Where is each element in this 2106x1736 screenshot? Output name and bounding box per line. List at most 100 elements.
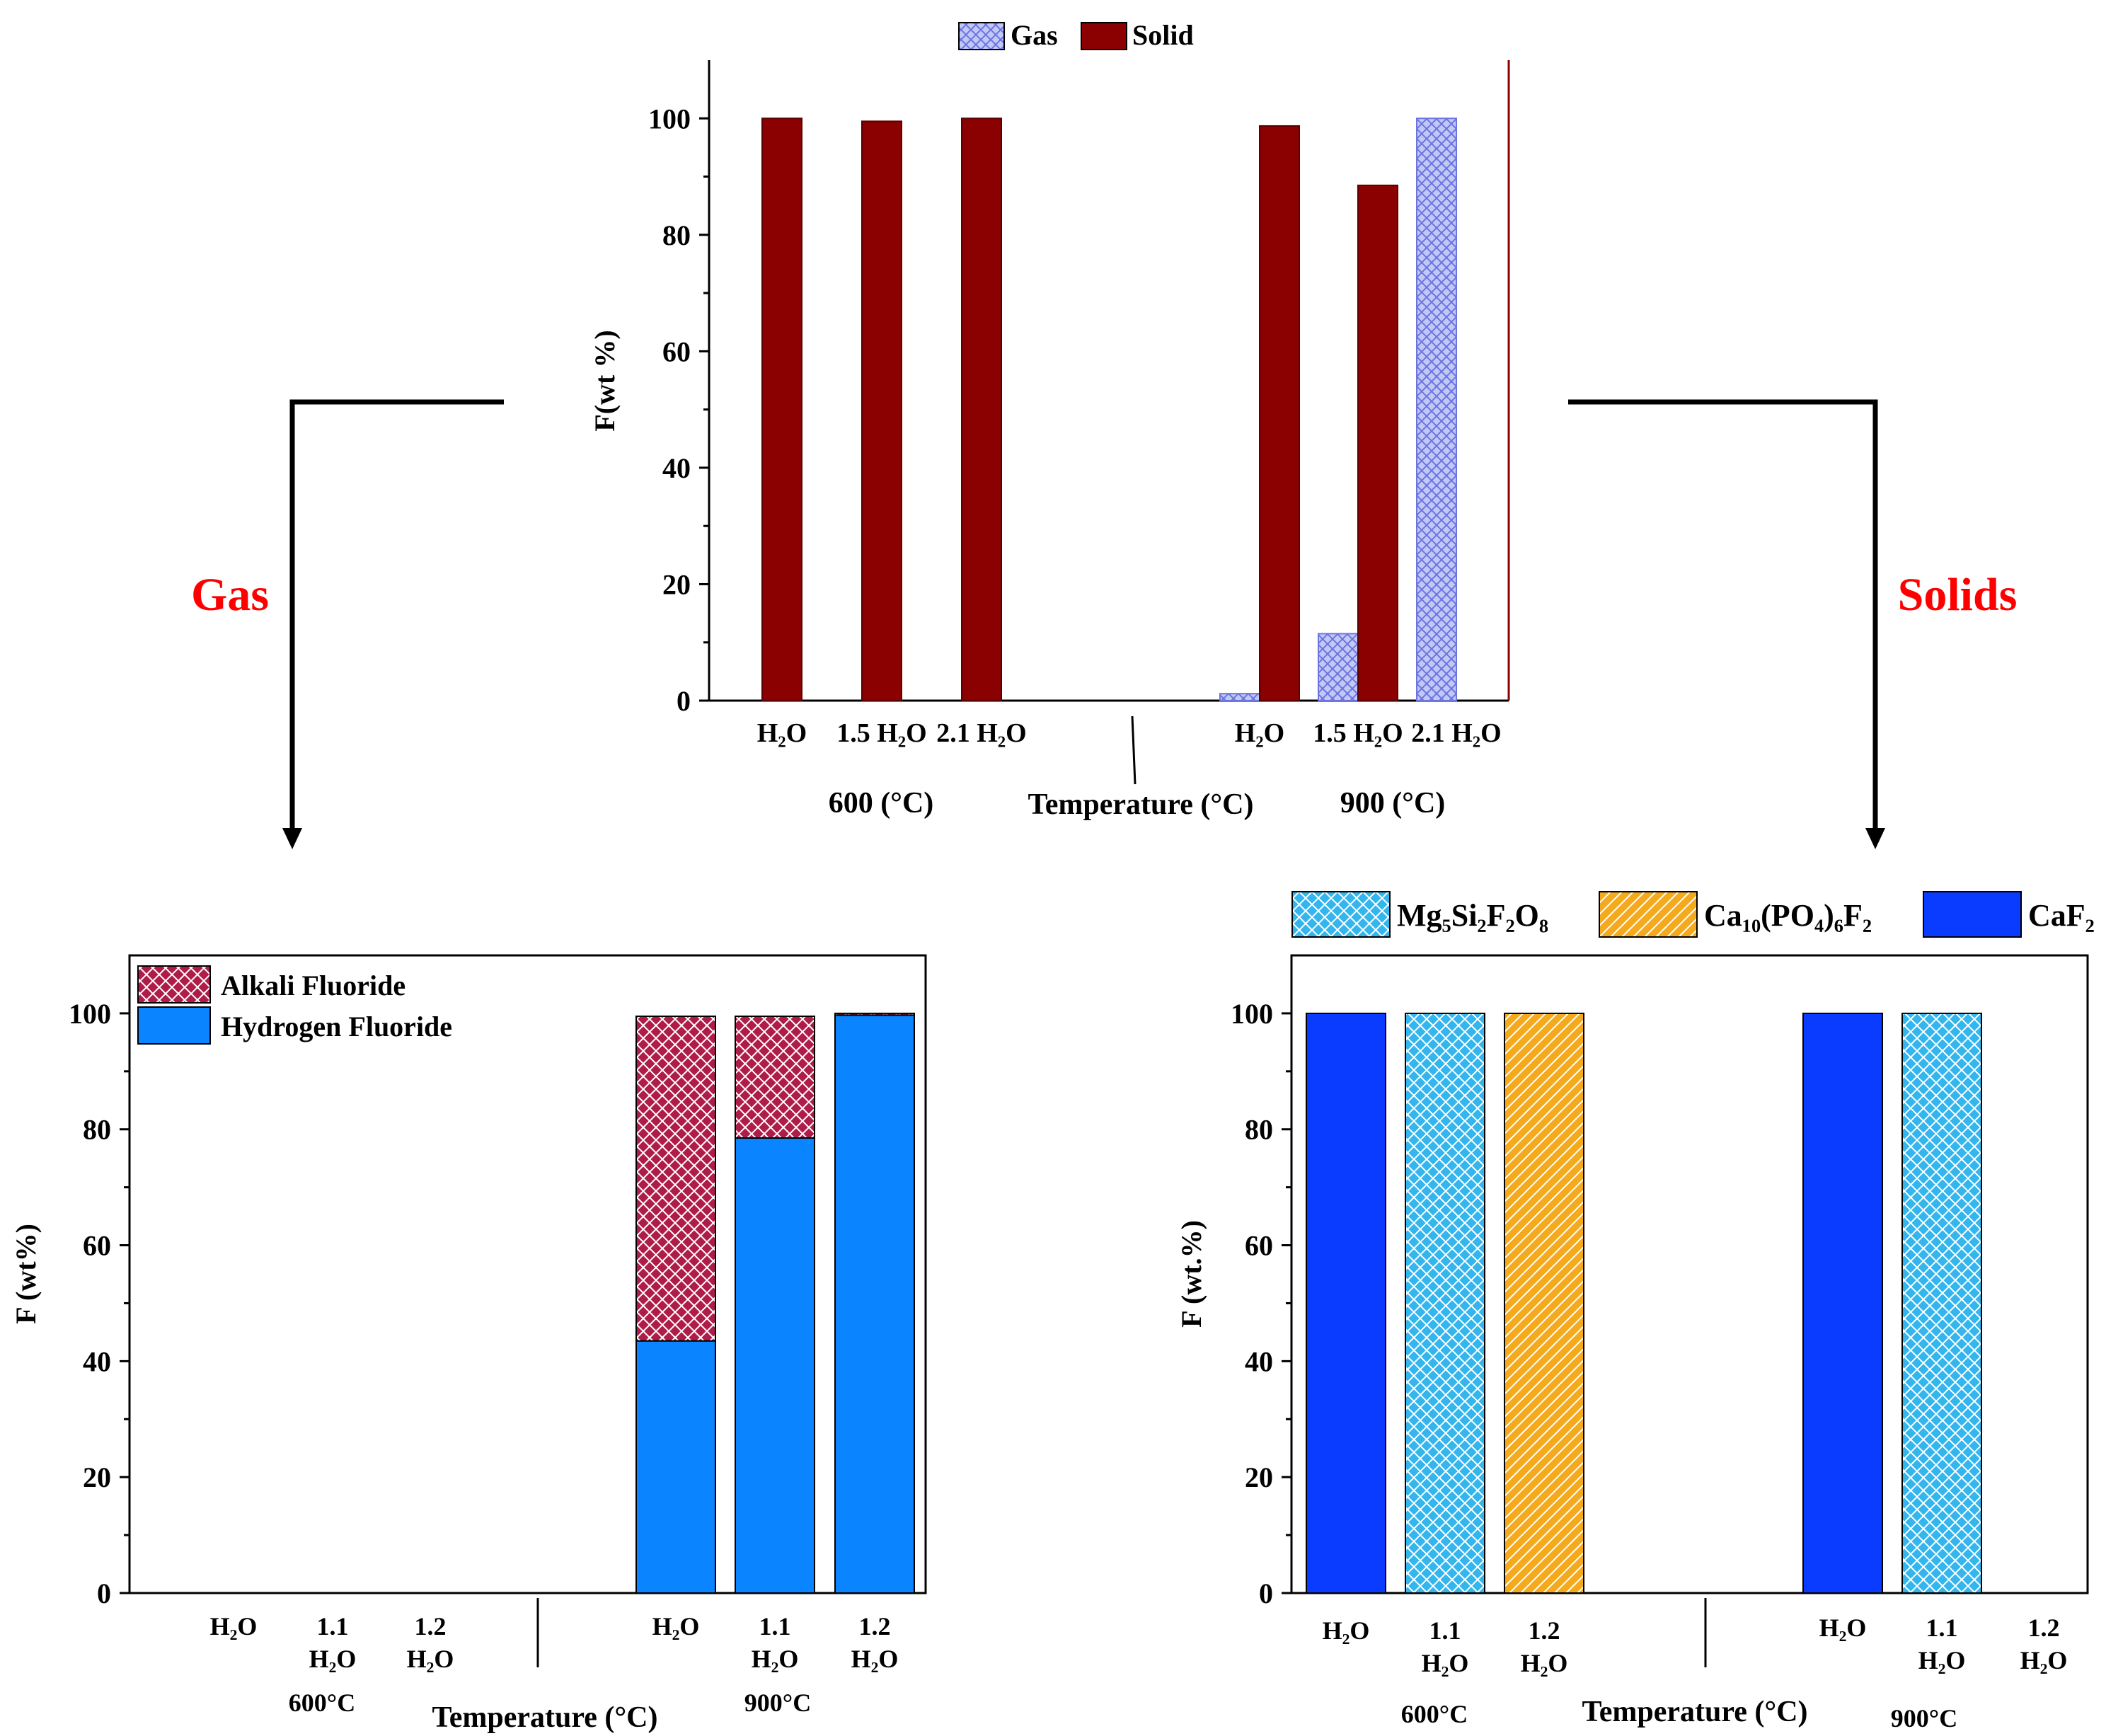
bar-caf2 — [1306, 1012, 1386, 1594]
x-tick-label: H₂O — [407, 1645, 454, 1673]
top-chart: Gas Solid 0 20 40 60 80 100 H₂O 1.5 H₂O 2.1 H₂O… — [589, 19, 1510, 821]
bar-hydrogen-fluoride — [635, 1340, 716, 1594]
y-tick-label: 0 — [97, 1577, 111, 1609]
bar-solid — [961, 117, 1002, 702]
top-legend: Gas Solid — [958, 19, 1194, 51]
legend-label-gas: Gas — [1011, 19, 1058, 51]
solids-x-labels: H₂O 1.1 H₂O 1.2 H₂O H₂O 1.1 H₂O 1.2 H₂O — [1323, 1614, 2068, 1677]
x-tick-label: 2.1 H₂O — [936, 718, 1027, 748]
solids-y-axis-label: F (wt.%) — [1175, 1220, 1207, 1328]
legend-label-mg5si2f2o8: Mg₅Si₂F₂O₈ — [1397, 898, 1548, 933]
solids-arrow-label: Solids — [1898, 569, 2018, 621]
x-tick-label: H₂O — [752, 1645, 799, 1673]
top-group-label-900: 900 (°C) — [1340, 787, 1446, 820]
solids-legend: Mg₅Si₂F₂O₈ Ca₁₀(PO₄)₆F₂ CaF₂ — [1291, 891, 2095, 938]
solids-y-ticks: 0 20 40 60 80 100 — [1231, 998, 1291, 1609]
x-tick-label: 1.2 — [2028, 1614, 2060, 1642]
top-y-axis-label: F(wt %) — [589, 330, 621, 431]
x-tick-label: 1.5 H₂O — [836, 718, 927, 748]
top-group-divider — [1131, 715, 1137, 785]
y-tick-label: 80 — [83, 1114, 111, 1146]
bar-hydrogen-fluoride — [834, 1014, 915, 1594]
y-tick-label: 100 — [69, 998, 111, 1030]
solids-plot-frame — [1290, 954, 2089, 1594]
legend-swatch-caf2 — [1923, 891, 2022, 938]
y-tick-label: 60 — [662, 335, 691, 367]
y-tick-label: 60 — [83, 1230, 111, 1262]
x-tick-label: H₂O — [1521, 1649, 1568, 1677]
x-tick-label: 1.1 — [317, 1612, 349, 1640]
y-tick-label: 80 — [662, 219, 691, 251]
legend-swatch-gas — [958, 22, 1005, 50]
top-x-axis-label: Temperature (°C) — [1028, 788, 1254, 821]
x-tick-label: 1.2 — [415, 1612, 447, 1640]
bar-gas — [1219, 693, 1260, 701]
y-tick-label: 100 — [1231, 998, 1273, 1030]
gas-arrow-label: Gas — [191, 569, 269, 621]
bar-solid — [761, 117, 802, 702]
gas-y-ticks: 0 20 40 60 80 100 — [69, 998, 130, 1609]
bar-mg5si2f2o8 — [1405, 1012, 1485, 1594]
top-x-labels: H₂O 1.5 H₂O 2.1 H₂O H₂O 1.5 H₂O 2.1 H₂O — [757, 718, 1502, 748]
solids-connector-arrow — [1568, 399, 1885, 849]
bar-alkali-fluoride — [834, 1012, 915, 1016]
solids-x-axis-label: Temperature (°C) — [1582, 1696, 1808, 1728]
y-tick-label: 40 — [83, 1345, 111, 1377]
top-bars — [761, 117, 1457, 702]
x-tick-label: H₂O — [757, 718, 807, 748]
bar-solid — [1259, 125, 1300, 701]
y-tick-label: 0 — [677, 685, 691, 717]
x-tick-label: H₂O — [1918, 1646, 1966, 1674]
x-tick-label: H₂O — [1422, 1649, 1469, 1677]
solids-chart: Mg₅Si₂F₂O₈ Ca₁₀(PO₄)₆F₂ CaF₂ 0 20 40 60 80 10… — [1175, 891, 2095, 1732]
top-y-ticks: 0 20 40 60 80 100 — [648, 103, 709, 717]
x-tick-label: 1.5 H₂O — [1313, 718, 1403, 748]
y-tick-label: 40 — [1245, 1345, 1273, 1377]
legend-swatch-ca10po46f2 — [1599, 891, 1698, 938]
y-tick-label: 40 — [662, 452, 691, 484]
y-tick-label: 60 — [1245, 1230, 1273, 1262]
legend-swatch-mg5si2f2o8 — [1291, 891, 1391, 938]
bar-solid — [861, 120, 902, 702]
bar-solid — [1357, 184, 1398, 701]
gas-bars — [635, 1012, 915, 1594]
x-tick-label: H₂O — [1323, 1616, 1370, 1645]
legend-swatch-hydrogen-fluoride — [137, 1006, 211, 1045]
legend-label-alkali-fluoride: Alkali Fluoride — [221, 970, 405, 1001]
gas-chart: Alkali Fluoride Hydrogen Fluoride 0 20 40 6… — [10, 954, 927, 1734]
bar-alkali-fluoride — [735, 1016, 815, 1139]
legend-label-caf2: CaF₂ — [2028, 898, 2095, 933]
gas-legend: Alkali Fluoride Hydrogen Fluoride — [137, 965, 452, 1045]
x-tick-label: H₂O — [652, 1612, 700, 1640]
bar-caf2 — [1802, 1012, 1883, 1594]
x-tick-label: H₂O — [309, 1645, 357, 1673]
y-tick-label: 80 — [1245, 1114, 1273, 1146]
bar-alkali-fluoride — [635, 1016, 716, 1342]
bar-gas — [1416, 117, 1457, 702]
x-tick-label: H₂O — [1819, 1614, 1867, 1642]
x-tick-label: H₂O — [210, 1612, 258, 1640]
y-tick-label: 100 — [648, 103, 691, 134]
solids-group-label-900: 900°C — [1891, 1704, 1957, 1732]
y-tick-label: 20 — [83, 1461, 111, 1493]
solids-group-label-600: 600°C — [1401, 1700, 1468, 1728]
bar-ca10po46f2 — [1504, 1012, 1584, 1594]
legend-label-solid: Solid — [1132, 19, 1194, 51]
gas-plot-frame — [128, 954, 927, 1594]
gas-x-labels: H₂O 1.1 H₂O 1.2 H₂O H₂O 1.1 H₂O 1.2 H₂O — [210, 1612, 899, 1673]
x-tick-label: 1.2 — [1529, 1616, 1560, 1645]
top-group-label-600: 600 (°C) — [829, 787, 934, 820]
legend-label-ca10po46f2: Ca₁₀(PO₄)₆F₂ — [1704, 898, 1872, 933]
x-tick-label: 2.1 H₂O — [1411, 718, 1502, 748]
bar-mg5si2f2o8 — [1901, 1012, 1982, 1594]
x-tick-label: H₂O — [851, 1645, 899, 1673]
x-tick-label: H₂O — [1235, 718, 1285, 748]
solids-bars — [1306, 1012, 1982, 1594]
bar-hydrogen-fluoride — [735, 1137, 815, 1594]
legend-swatch-alkali-fluoride — [137, 965, 211, 1004]
x-tick-label: 1.2 — [859, 1612, 891, 1640]
x-tick-label: H₂O — [2020, 1646, 2068, 1674]
legend-label-hydrogen-fluoride: Hydrogen Fluoride — [221, 1011, 452, 1042]
gas-connector-arrow — [282, 399, 504, 849]
gas-group-label-600: 600°C — [289, 1689, 355, 1717]
